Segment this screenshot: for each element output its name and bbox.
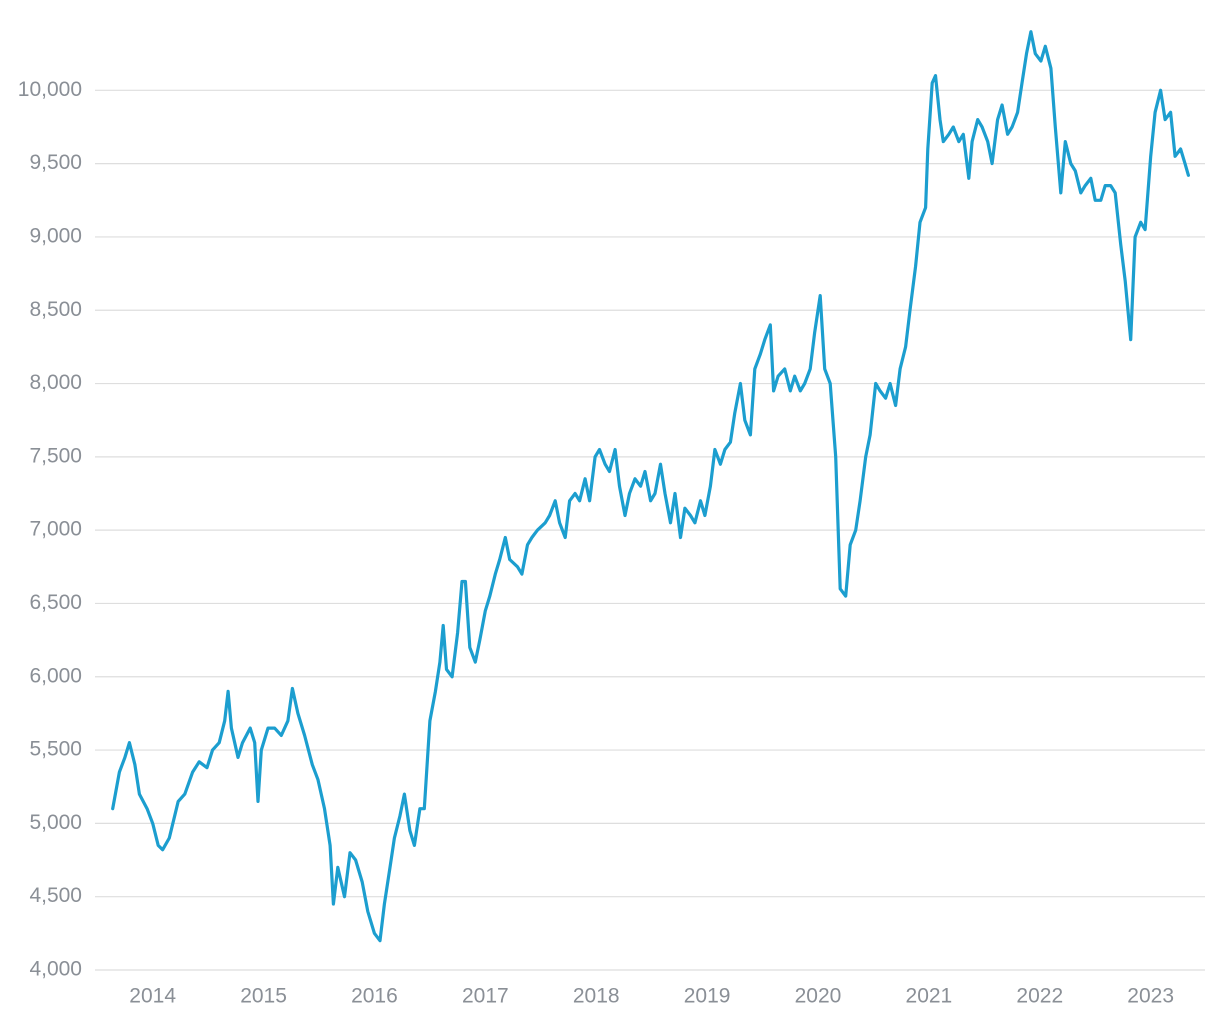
y-tick-label: 8,000 xyxy=(29,371,82,394)
y-tick-label: 9,500 xyxy=(29,151,82,174)
x-tick-label: 2021 xyxy=(906,985,953,1008)
y-tick-label: 5,500 xyxy=(29,738,82,761)
y-tick-label: 4,000 xyxy=(29,958,82,981)
x-tick-label: 2018 xyxy=(573,985,620,1008)
y-tick-label: 7,000 xyxy=(29,518,82,541)
y-tick-label: 8,500 xyxy=(29,298,82,321)
y-tick-label: 6,500 xyxy=(29,591,82,614)
y-tick-label: 10,000 xyxy=(18,78,82,101)
y-tick-label: 4,500 xyxy=(29,884,82,907)
x-tick-label: 2015 xyxy=(240,985,287,1008)
x-tick-label: 2017 xyxy=(462,985,509,1008)
x-tick-label: 2022 xyxy=(1016,985,1063,1008)
x-tick-label: 2023 xyxy=(1127,985,1174,1008)
x-tick-label: 2020 xyxy=(795,985,842,1008)
line xyxy=(111,30,1190,943)
x-tick-label: 2016 xyxy=(351,985,398,1008)
y-tick-label: 5,000 xyxy=(29,811,82,834)
x-tick-label: 2019 xyxy=(684,985,731,1008)
x-tick-label: 2014 xyxy=(129,985,176,1008)
y-tick-label: 6,000 xyxy=(29,664,82,687)
y-tick-label: 7,500 xyxy=(29,444,82,467)
y-tick-label: 9,000 xyxy=(29,224,82,247)
